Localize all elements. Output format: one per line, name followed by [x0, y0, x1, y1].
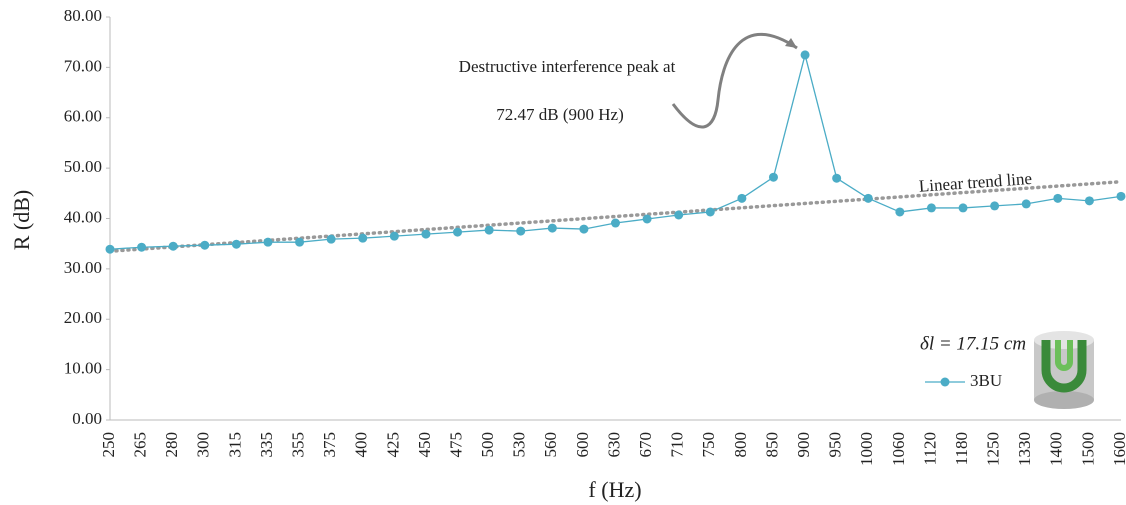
point	[863, 193, 873, 203]
x-tick-label: 265	[131, 432, 150, 458]
point	[579, 224, 589, 234]
point	[421, 229, 431, 239]
point	[895, 207, 905, 217]
x-tick-label: 670	[636, 432, 655, 458]
y-axis-label: R (dB)	[9, 190, 34, 251]
x-tick-label: 800	[731, 432, 750, 458]
point	[263, 237, 273, 247]
y-tick-label: 50.00	[64, 157, 102, 176]
annotation: Destructive interference peak at	[459, 57, 676, 76]
x-tick-label: 1400	[1047, 432, 1066, 466]
point	[737, 193, 747, 203]
point	[231, 239, 241, 249]
trend-label: Linear trend line	[918, 169, 1032, 196]
legend-note: δl = 17.15 cm	[920, 333, 1026, 354]
point	[832, 173, 842, 183]
point	[1084, 196, 1094, 206]
y-tick-label: 70.00	[64, 56, 102, 75]
point	[1021, 199, 1031, 209]
x-tick-label: 375	[320, 432, 339, 458]
point	[958, 203, 968, 213]
x-tick-label: 425	[383, 432, 402, 458]
y-tick-label: 40.00	[64, 207, 102, 226]
point	[453, 227, 463, 237]
point	[200, 240, 210, 250]
point	[168, 241, 178, 251]
x-tick-label: 450	[415, 432, 434, 458]
y-tick-label: 80.00	[64, 6, 102, 25]
x-tick-label: 530	[510, 432, 529, 458]
x-tick-label: 335	[257, 432, 276, 458]
point	[800, 50, 810, 60]
point	[926, 203, 936, 213]
point	[990, 201, 1000, 211]
point	[295, 237, 305, 247]
trend-line	[108, 179, 1123, 253]
point	[1053, 193, 1063, 203]
x-tick-label: 1600	[1110, 432, 1126, 466]
x-tick-label: 600	[573, 432, 592, 458]
point	[611, 218, 620, 228]
x-tick-label: 1330	[1015, 432, 1034, 466]
x-tick-label: 630	[604, 432, 623, 458]
point	[674, 210, 684, 220]
x-tick-label: 900	[794, 432, 813, 458]
x-axis-label: f (Hz)	[588, 477, 641, 502]
point	[389, 231, 399, 241]
legend-label: 3BU	[970, 371, 1002, 390]
point	[705, 207, 715, 217]
y-tick-label: 30.00	[64, 258, 102, 277]
x-tick-label: 300	[194, 432, 213, 458]
point	[1116, 191, 1126, 201]
x-tick-label: 710	[668, 432, 687, 458]
x-tick-label: 1060	[889, 432, 908, 466]
x-tick-label: 1250	[984, 432, 1003, 466]
x-tick-label: 475	[446, 432, 465, 458]
arrow-head	[785, 38, 797, 48]
x-tick-label: 950	[826, 432, 845, 458]
x-tick-label: 500	[478, 432, 497, 458]
x-tick-label: 1500	[1078, 432, 1097, 466]
point	[484, 225, 494, 235]
x-tick-label: 560	[541, 432, 560, 458]
point	[326, 234, 336, 244]
y-tick-label: 0.00	[72, 409, 102, 428]
y-tick-label: 20.00	[64, 308, 102, 327]
point	[516, 226, 526, 236]
icon	[1034, 331, 1094, 409]
point	[547, 223, 557, 233]
x-tick-label: 355	[288, 432, 307, 458]
x-tick-label: 315	[225, 432, 244, 458]
x-tick-label: 1180	[952, 432, 971, 465]
x-tick-label: 1000	[857, 432, 876, 466]
y-tick-label: 10.00	[64, 359, 102, 378]
legend-marker	[940, 377, 950, 387]
x-tick-label: 280	[162, 432, 181, 458]
y-tick-label: 60.00	[64, 107, 102, 126]
annotation: 72.47 dB (900 Hz)	[496, 105, 623, 124]
point	[642, 214, 652, 224]
point	[105, 244, 115, 254]
x-tick-label: 400	[352, 432, 371, 458]
point	[358, 233, 368, 243]
x-tick-label: 1120	[920, 432, 939, 465]
point	[137, 242, 147, 252]
x-tick-label: 850	[762, 432, 781, 458]
x-tick-label: 750	[699, 432, 718, 458]
annotation-arrow	[671, 33, 798, 129]
x-tick-label: 250	[99, 432, 118, 458]
point	[768, 172, 778, 182]
